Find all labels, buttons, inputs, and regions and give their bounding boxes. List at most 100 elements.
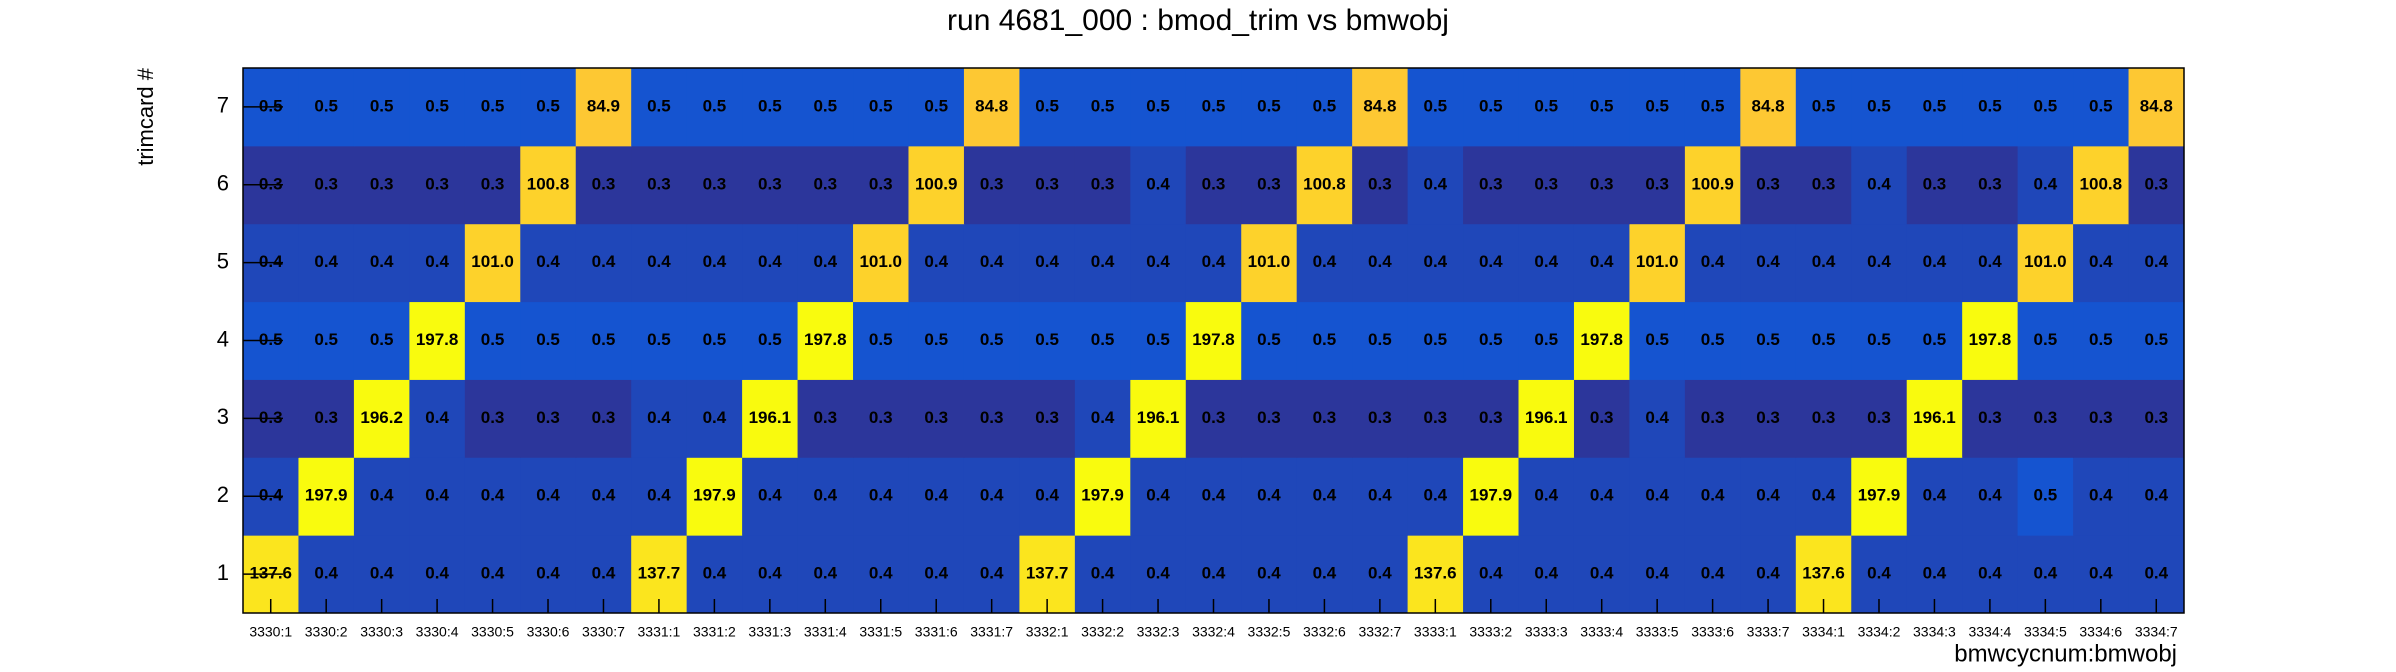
heatmap-cell — [1795, 68, 1852, 147]
heatmap-cell — [1130, 379, 1187, 458]
heatmap-cell — [353, 68, 410, 147]
heatmap-cell — [1629, 68, 1686, 147]
cell-label: 0.4 — [1923, 486, 1947, 505]
x-tick-label: 3334:1 — [1802, 624, 1845, 640]
x-tick-label: 3332:1 — [1026, 624, 1069, 640]
heatmap-cell — [1352, 457, 1409, 536]
cell-label: 196.1 — [1913, 408, 1956, 427]
cell-label: 0.5 — [1257, 330, 1281, 349]
heatmap-cell — [575, 379, 632, 458]
cell-label: 0.5 — [370, 330, 394, 349]
cell-label: 0.5 — [1091, 96, 1115, 115]
cell-label: 0.4 — [924, 486, 948, 505]
cell-label: 0.3 — [1035, 174, 1059, 193]
cell-label: 0.3 — [2034, 408, 2058, 427]
heatmap-cell — [1019, 68, 1076, 147]
heatmap-cell — [1684, 145, 1741, 225]
cell-label: 197.9 — [1081, 486, 1124, 505]
cell-label: 0.4 — [1590, 564, 1614, 583]
y-tick-label: 5 — [217, 248, 229, 273]
heatmap-cell — [1573, 68, 1630, 147]
heatmap-cell — [631, 145, 688, 225]
x-tick-label: 3334:4 — [1968, 624, 2011, 640]
x-tick-label: 3334:7 — [2135, 624, 2178, 640]
heatmap-cell — [1296, 457, 1353, 536]
cell-label: 196.2 — [360, 408, 403, 427]
y-tick-label: 3 — [217, 404, 229, 429]
cell-label: 0.4 — [1534, 486, 1558, 505]
cell-label: 0.4 — [703, 408, 727, 427]
heatmap-cell — [575, 457, 632, 536]
cell-label: 0.4 — [703, 252, 727, 271]
x-tick-label: 3334:3 — [1913, 624, 1956, 640]
cell-label: 0.3 — [924, 408, 948, 427]
heatmap-cell — [1185, 223, 1242, 303]
cell-label: 0.4 — [1534, 564, 1558, 583]
heatmap-cell — [1851, 457, 1908, 536]
heatmap-cell — [908, 301, 965, 380]
heatmap-cell — [464, 379, 521, 458]
cell-label: 0.4 — [1978, 252, 2002, 271]
cell-label: 0.5 — [869, 96, 893, 115]
heatmap-cell — [1740, 223, 1797, 303]
cell-label: 0.4 — [1202, 252, 1226, 271]
heatmap-cell — [1795, 145, 1852, 225]
cell-label: 0.3 — [1756, 408, 1780, 427]
cell-label: 0.5 — [2034, 330, 2058, 349]
x-tick-label: 3330:6 — [527, 624, 570, 640]
cell-label: 0.3 — [481, 408, 505, 427]
y-tick-label: 4 — [217, 326, 229, 351]
heatmap-cell — [1684, 68, 1741, 147]
heatmap-cell — [1352, 379, 1409, 458]
heatmap-cell — [1185, 145, 1242, 225]
heatmap-cell — [797, 301, 854, 380]
heatmap-cell — [908, 379, 965, 458]
cell-label: 0.5 — [647, 330, 671, 349]
cell-label: 0.4 — [2089, 252, 2113, 271]
cell-label: 0.5 — [1701, 96, 1725, 115]
heatmap-cell — [1573, 301, 1630, 380]
cell-label: 0.4 — [1257, 564, 1281, 583]
cell-label: 0.4 — [1091, 408, 1115, 427]
y-axis-title: trimcard # — [133, 67, 158, 166]
cell-label: 0.3 — [1479, 174, 1503, 193]
heatmap-cell — [2017, 68, 2074, 147]
cell-label: 0.3 — [1978, 408, 2002, 427]
heatmap-cell — [2073, 379, 2130, 458]
cell-label: 0.4 — [758, 252, 782, 271]
cell-label: 0.3 — [1978, 174, 2002, 193]
cell-label: 101.0 — [471, 252, 514, 271]
cell-label: 101.0 — [1248, 252, 1291, 271]
cell-label: 0.4 — [1424, 174, 1448, 193]
cell-label: 0.5 — [813, 96, 837, 115]
cell-label: 0.4 — [481, 564, 505, 583]
cell-label: 0.5 — [924, 96, 948, 115]
heatmap-cell — [686, 457, 743, 536]
heatmap-cell — [1185, 301, 1242, 380]
cell-label: 0.3 — [703, 174, 727, 193]
heatmap-cell — [464, 68, 521, 147]
cell-label: 0.5 — [647, 96, 671, 115]
cell-label: 196.1 — [749, 408, 792, 427]
cell-label: 0.4 — [1368, 564, 1392, 583]
cell-label: 0.4 — [924, 252, 948, 271]
heatmap-cell — [686, 223, 743, 303]
heatmap-cell — [1573, 223, 1630, 303]
heatmap-cell — [1906, 457, 1963, 536]
cell-label: 0.4 — [1424, 252, 1448, 271]
heatmap-cell — [963, 379, 1020, 458]
heatmap-cell — [1241, 379, 1298, 458]
heatmap-cell — [353, 145, 410, 225]
cell-label: 0.4 — [1590, 486, 1614, 505]
cell-label: 0.3 — [259, 408, 283, 427]
cell-label: 0.5 — [2089, 96, 2113, 115]
cell-label: 0.5 — [481, 330, 505, 349]
heatmap-cell — [1518, 457, 1575, 536]
heatmap-cell — [853, 223, 909, 303]
heatmap-cell — [1629, 457, 1686, 536]
cell-label: 0.4 — [592, 252, 616, 271]
cell-label: 0.5 — [2089, 330, 2113, 349]
heatmap-cell — [1130, 223, 1187, 303]
cell-label: 0.3 — [592, 408, 616, 427]
